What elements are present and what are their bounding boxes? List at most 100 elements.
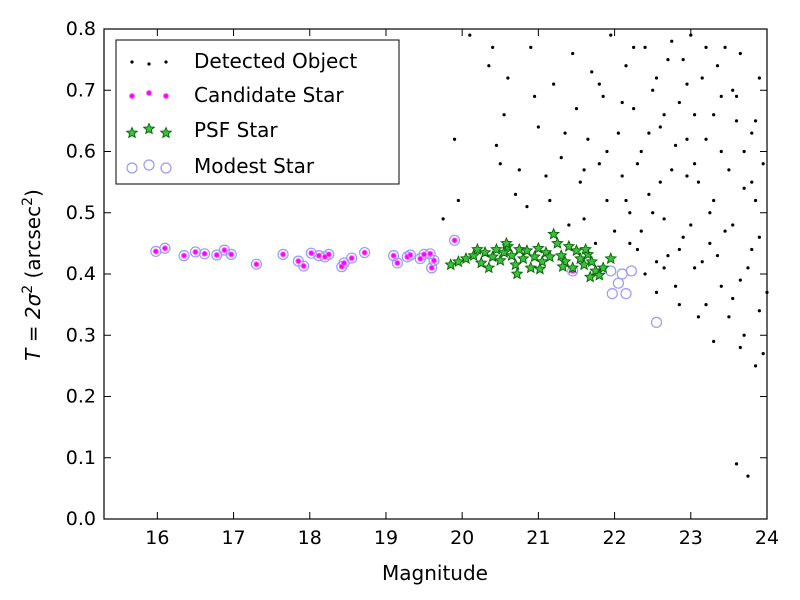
detected-object-point	[712, 198, 716, 203]
detected-object-point	[712, 113, 716, 117]
detected-object-point	[654, 260, 659, 264]
legend-entry-psf: PSF Star	[125, 118, 278, 142]
detected-object-point	[647, 192, 651, 196]
detected-object-point	[616, 131, 620, 135]
candidate-star-point	[428, 264, 435, 271]
detected-object-point	[571, 51, 575, 56]
psf-star-point	[444, 258, 458, 271]
psf-star-point	[474, 256, 488, 269]
detected-object-point	[662, 266, 666, 270]
legend-marker-modest	[126, 159, 172, 174]
candidate-star-point	[181, 252, 188, 259]
y-tick-label: 0.7	[66, 79, 96, 101]
candidate-star-point	[417, 255, 424, 262]
modest-star-point	[612, 277, 624, 289]
modest-star-point	[277, 248, 289, 260]
y-tick-label: 0.5	[66, 202, 96, 224]
detected-object-point	[491, 45, 495, 49]
detected-object-point	[468, 33, 472, 37]
x-tick-label: 18	[298, 527, 322, 549]
detected-object-point	[685, 174, 689, 178]
modest-star-point	[250, 258, 263, 270]
x-axis-label: Magnitude	[382, 561, 488, 585]
detected-object-point	[494, 143, 499, 147]
x-tick-label: 24	[755, 527, 779, 549]
detected-object-point	[753, 198, 758, 203]
detected-object-point	[704, 45, 708, 49]
detected-object-point	[513, 192, 518, 196]
candidate-star-point	[325, 251, 332, 258]
x-tick-label: 23	[679, 527, 703, 549]
candidate-star-point	[161, 245, 168, 252]
legend-label-candidate: Candidate Star	[194, 83, 344, 107]
psf-star-point	[585, 255, 599, 268]
psf-star-point	[596, 261, 610, 274]
psf-star-point	[570, 244, 583, 257]
detected-object-point	[719, 94, 723, 98]
legend-label-detected: Detected Object	[194, 49, 357, 73]
psf-star-point	[583, 270, 597, 283]
candidate-star-point	[213, 252, 220, 259]
legend-box	[115, 39, 400, 185]
detected-object-point	[685, 82, 689, 86]
legend-label-psf: PSF Star	[194, 118, 278, 142]
detected-object-point	[723, 229, 727, 233]
psf-star-point	[512, 242, 526, 255]
legend-psf-star	[159, 126, 173, 139]
detected-object-point	[536, 125, 540, 129]
detected-object-point	[624, 198, 628, 203]
detected-object-point	[734, 94, 739, 98]
modest-star-point	[225, 248, 237, 260]
y-tick-label: 0.8	[66, 18, 96, 40]
detected-object-point	[582, 168, 586, 172]
detected-object-point	[654, 76, 659, 80]
detected-object-point	[677, 100, 681, 105]
psf-star-point	[516, 252, 530, 265]
detected-object-point	[708, 241, 712, 245]
detected-object-point	[578, 180, 582, 184]
detected-object-point	[643, 272, 647, 276]
psf-star-point	[554, 248, 568, 262]
psf-star-point	[520, 244, 534, 257]
detected-object-point	[738, 278, 742, 282]
detected-object-point	[452, 137, 457, 141]
detected-object-point	[597, 82, 601, 86]
candidate-star-point	[253, 261, 260, 268]
psf-star-point	[459, 252, 473, 265]
candidate-star-point	[407, 252, 414, 259]
modest-star-point	[620, 288, 632, 300]
detected-object-point	[529, 45, 533, 49]
detected-object-point	[734, 119, 739, 123]
psf-star-point	[533, 262, 547, 275]
detected-object-point	[639, 229, 643, 233]
detected-object-point	[731, 88, 735, 92]
detected-object-point	[727, 315, 731, 319]
detected-object-point	[731, 296, 735, 301]
detected-object-point	[498, 162, 502, 166]
candidate-star-point	[152, 248, 159, 255]
y-tick-label: 0.4	[66, 263, 96, 285]
detected-object-point	[517, 168, 521, 172]
detected-object-point	[677, 247, 681, 252]
candidate-star-point	[280, 251, 287, 258]
candidate-star-point	[394, 259, 401, 266]
detected-object-point	[609, 33, 613, 37]
detected-object-point	[738, 345, 742, 350]
detected-object-point	[643, 45, 647, 49]
detected-object-point	[670, 39, 674, 43]
detected-object-point	[597, 162, 601, 166]
detected-object-point	[696, 315, 701, 319]
candidate-star-point	[295, 258, 302, 265]
psf-star-point	[579, 242, 592, 255]
psf-star-point	[562, 239, 576, 252]
detected-object-point	[605, 198, 609, 203]
detected-object-point	[632, 45, 636, 49]
detected-object-point	[677, 303, 681, 307]
detected-object-point	[544, 174, 548, 178]
detected-object-point	[738, 51, 742, 56]
psf-star-point	[467, 248, 480, 262]
candidate-star-point	[192, 248, 199, 255]
psf-star-point	[452, 255, 465, 268]
detected-object-point	[620, 174, 624, 178]
candidate-star-point	[315, 252, 322, 259]
